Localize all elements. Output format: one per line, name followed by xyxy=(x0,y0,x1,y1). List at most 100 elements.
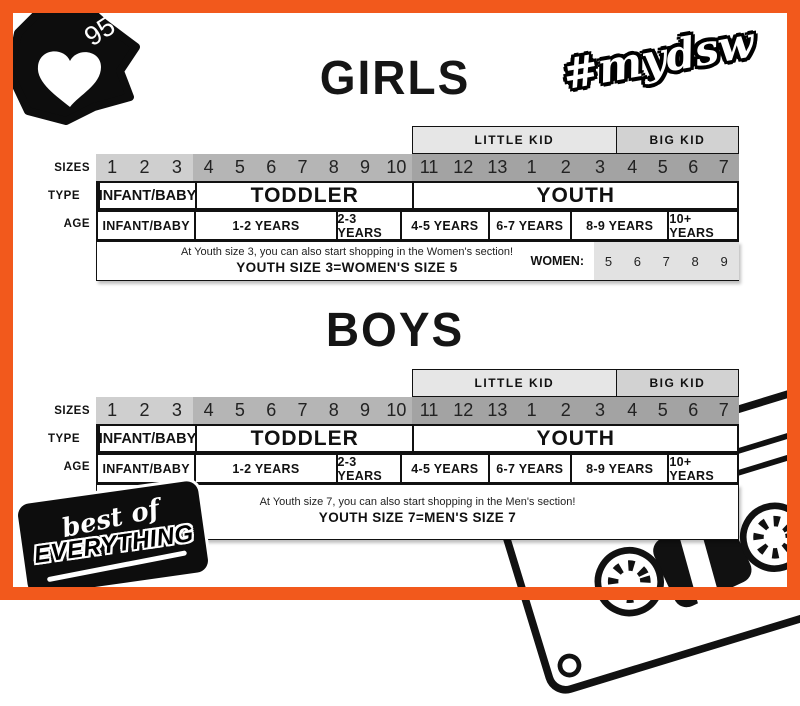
type-cell-youth: YOUTH xyxy=(412,426,737,451)
age-cell: 8-9 YEARS xyxy=(570,212,667,239)
girls-note-line1: At Youth size 3, you can also start shop… xyxy=(180,246,514,258)
size-cell: 5 xyxy=(234,400,245,420)
girls-kid-header-row: LITTLE KID BIG KID xyxy=(412,126,739,154)
type-cell-toddler: TODDLER xyxy=(195,183,412,208)
girls-little-kid-sizes: 11 12 13 1 2 3 xyxy=(412,154,617,181)
age-cell: 10+ YEARS xyxy=(667,455,737,483)
size-cell: 8 xyxy=(328,400,339,420)
size-cell: 4 xyxy=(203,157,214,177)
size-cell: 9 xyxy=(360,157,371,177)
age-row-label: AGE xyxy=(63,218,90,230)
type-row-label: TYPE xyxy=(47,432,81,445)
size-cell: 11 xyxy=(419,157,439,177)
size-cell: 9 xyxy=(360,400,371,420)
boys-type-row: TYPE INFANT/BABY TODDLER YOUTH xyxy=(48,424,739,453)
women-label: WOMEN: xyxy=(530,254,584,268)
size-cell: 12 xyxy=(453,400,474,420)
size-cell: 10 xyxy=(386,400,407,420)
size-cell: 2 xyxy=(139,400,150,420)
boys-note-line2: YOUTH SIZE 7=MEN'S SIZE 7 xyxy=(318,510,517,525)
size-cell: 5 xyxy=(657,157,668,177)
size-cell: 7 xyxy=(297,157,308,177)
size-cell: 7 xyxy=(297,400,308,420)
girls-section-title: GIRLS xyxy=(319,49,471,105)
girls-type-row: TYPE INFANT/BABY TODDLER YOUTH xyxy=(48,181,739,210)
size-cell: 6 xyxy=(688,400,699,420)
size-cell: 6 xyxy=(266,400,277,420)
boys-little-kid-sizes: 11 12 13 1 2 3 xyxy=(412,397,617,424)
girls-note-line2: YOUTH SIZE 3=WOMEN'S SIZE 5 xyxy=(236,260,458,275)
little-kid-header: LITTLE KID xyxy=(413,370,617,396)
type-cell-infant: INFANT/BABY xyxy=(98,183,196,208)
boys-section-title: BOYS xyxy=(325,301,465,357)
size-cell: 3 xyxy=(594,400,605,420)
sizes-row-label: SIZES xyxy=(54,161,90,174)
size-cell: 7 xyxy=(718,157,729,177)
age-cell: 2-3 YEARS xyxy=(335,212,401,240)
size-cell: 3 xyxy=(594,157,605,177)
boys-age-row: INFANT/BABY 1-2 YEARS 2-3 YEARS 4-5 YEARS 6-… xyxy=(96,453,739,484)
size-cell: 7 xyxy=(718,400,729,420)
age-cell: 6-7 YEARS xyxy=(487,212,570,239)
women-size-cell: 9 xyxy=(720,253,728,269)
age-cell: 1-2 YEARS xyxy=(194,212,335,239)
age-cell: INFANT/BABY xyxy=(102,461,190,476)
size-cell: 11 xyxy=(419,400,439,420)
size-cell: 5 xyxy=(234,157,245,177)
women-size-cell: 8 xyxy=(691,253,699,269)
size-cell: 13 xyxy=(487,157,508,177)
boys-note-line1: At Youth size 7, you can also start shop… xyxy=(259,496,576,508)
girls-age-row: INFANT/BABY 1-2 YEARS 2-3 YEARS 4-5 YEARS 6-… xyxy=(96,210,739,241)
little-kid-header: LITTLE KID xyxy=(413,127,617,153)
size-cell: 3 xyxy=(171,400,182,420)
size-cell: 6 xyxy=(688,157,699,177)
size-cell: 4 xyxy=(627,400,638,420)
age-cell: 4-5 YEARS xyxy=(400,455,487,482)
size-cell: 2 xyxy=(560,157,571,177)
women-size-cell: 7 xyxy=(662,253,670,269)
women-size-cell: 5 xyxy=(604,253,613,269)
age-row-label: AGE xyxy=(63,461,90,473)
boys-kid-header-row: LITTLE KID BIG KID xyxy=(412,369,739,397)
best-of-everything-sticker: best of EVERYTHING xyxy=(16,479,210,597)
size-cell: 8 xyxy=(328,157,339,177)
size-cell: 5 xyxy=(657,400,668,420)
heart-icon xyxy=(37,51,101,107)
size-cell: 2 xyxy=(139,157,150,177)
type-cell-youth: YOUTH xyxy=(412,183,737,208)
girls-infant-sizes: 1 2 3 xyxy=(96,154,193,181)
size-cell: 2 xyxy=(560,400,571,420)
age-cell: INFANT/BABY xyxy=(102,218,190,233)
sizes-row-label: SIZES xyxy=(54,404,90,417)
women-size-cell: 6 xyxy=(633,253,641,269)
size-cell: 1 xyxy=(526,400,537,420)
size-cell: 13 xyxy=(487,400,508,420)
age-cell: 8-9 YEARS xyxy=(570,455,667,482)
big-kid-header: BIG KID xyxy=(616,127,738,153)
boys-toddler-sizes: 4 5 6 7 8 9 10 xyxy=(193,397,412,424)
size-cell: 1 xyxy=(107,400,118,420)
girls-note-box: At Youth size 3, you can also start shop… xyxy=(96,241,739,281)
size-cell: 10 xyxy=(386,157,407,177)
type-cell-infant: INFANT/BABY xyxy=(98,426,196,451)
age-cell: 2-3 YEARS xyxy=(335,455,401,483)
big-kid-header: BIG KID xyxy=(616,370,738,396)
size-cell: 1 xyxy=(526,157,537,177)
age-cell: 4-5 YEARS xyxy=(400,212,487,239)
type-cell-toddler: TODDLER xyxy=(195,426,412,451)
age-cell: 6-7 YEARS xyxy=(487,455,570,482)
size-cell: 4 xyxy=(203,400,214,420)
women-sizes-box: 5 6 7 8 9 xyxy=(594,242,739,280)
boys-infant-sizes: 1 2 3 xyxy=(96,397,193,424)
size-cell: 12 xyxy=(453,157,474,177)
heart-likes-sticker: 95 xyxy=(6,5,140,125)
size-cell: 3 xyxy=(171,157,182,177)
girls-toddler-sizes: 4 5 6 7 8 9 10 xyxy=(193,154,412,181)
age-cell: 10+ YEARS xyxy=(667,212,737,240)
